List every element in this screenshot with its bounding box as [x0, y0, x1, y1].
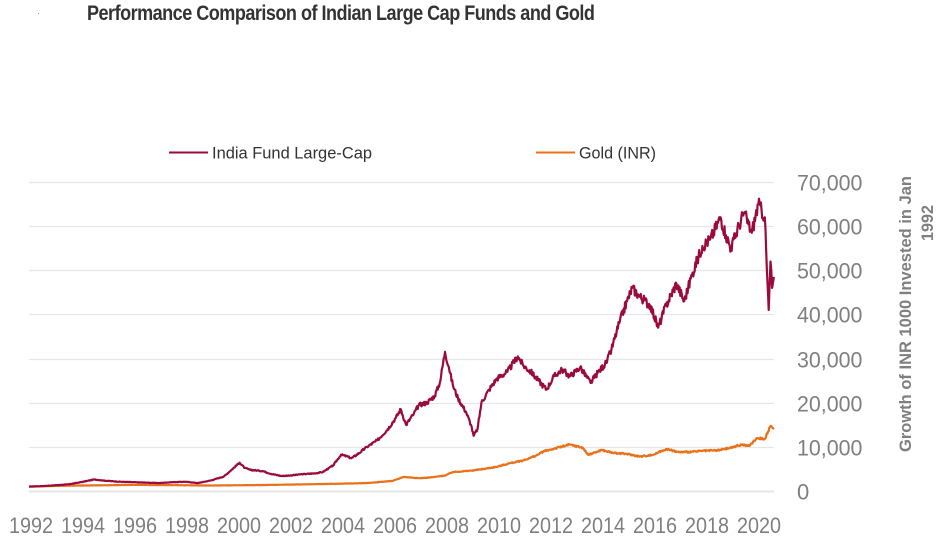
x-tick-label: 2006: [373, 513, 417, 538]
x-tick-label: 2004: [321, 513, 365, 538]
x-tick-label: 2008: [425, 513, 469, 538]
chart-title: Performance Comparison of Indian Large C…: [87, 2, 595, 25]
series-lines: [28, 197, 775, 488]
series-line-gold: [28, 424, 775, 488]
y-axis-title-line-2: 1992: [918, 205, 937, 241]
y-axis-title-line-1: Growth of INR 1000 Invested in Jan: [896, 176, 915, 452]
x-tick-label: 2020: [737, 513, 781, 538]
gridlines: [29, 181, 774, 493]
x-tick-label: 2002: [269, 513, 313, 538]
x-tick-label: 2012: [529, 513, 573, 538]
x-tick-label: 2018: [685, 513, 729, 538]
y-tick-label: 60,000: [797, 215, 862, 240]
y-axis-title: Growth of INR 1000 Invested in Jan 1992: [896, 176, 937, 452]
x-tick-label: 2000: [217, 513, 261, 538]
x-axis-ticks: 1992 1994 1996 1998 2000 2002 2004 2006 2008 2010…: [9, 513, 781, 538]
legend-label-gold: Gold (INR): [579, 144, 656, 163]
x-tick-label: 2010: [477, 513, 521, 538]
legend-label-india-fund: India Fund Large-Cap: [212, 144, 372, 163]
x-tick-label: 1994: [61, 513, 105, 538]
x-tick-label: 1992: [9, 513, 53, 538]
stray-dot: [38, 13, 39, 14]
y-tick-label: 10,000: [797, 436, 862, 461]
x-tick-label: 1996: [113, 513, 157, 538]
y-axis-ticks: 0 10,000 20,000 30,000 40,000 50,000 60,000 70,…: [797, 171, 862, 505]
legend: India Fund Large-Cap Gold (INR): [169, 144, 656, 163]
x-tick-label: 1998: [165, 513, 209, 538]
x-tick-label: 2016: [633, 513, 677, 538]
series-line-india-fund: [28, 197, 775, 488]
y-tick-label: 70,000: [797, 171, 862, 196]
y-tick-label: 0: [797, 480, 809, 505]
x-tick-label: 2014: [581, 513, 625, 538]
y-tick-label: 50,000: [797, 259, 862, 284]
y-tick-label: 30,000: [797, 348, 862, 373]
legend-item-gold[interactable]: Gold (INR): [536, 144, 656, 163]
y-tick-label: 20,000: [797, 392, 862, 417]
legend-item-india-fund[interactable]: India Fund Large-Cap: [169, 144, 372, 163]
y-tick-label: 40,000: [797, 303, 862, 328]
